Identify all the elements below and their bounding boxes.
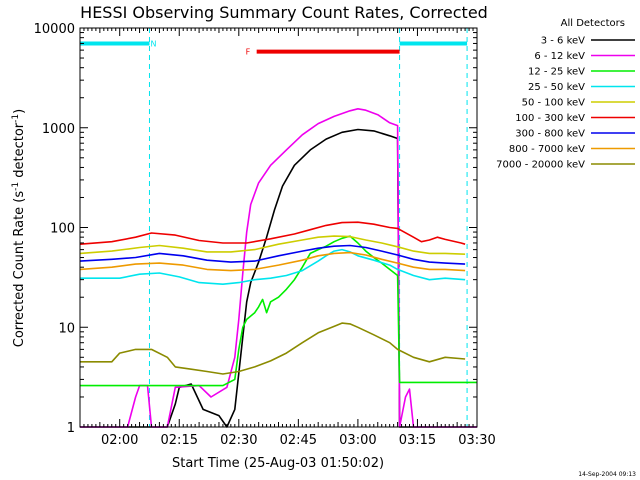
x-tick-label-5: 03:15 [399,433,436,448]
legend-label-8: 7000 - 20000 keV [496,160,585,171]
y-axis-ticks: 1 10 100 1000 10000 [34,22,477,436]
y-tick-label-3: 1000 [42,122,75,137]
legend-label-2: 12 - 25 keV [528,67,585,78]
series-line-6 [79,244,466,265]
legend: 3 - 6 keV 6 - 12 keV 12 - 25 keV 25 - 50 ke… [496,36,635,171]
x-axis-ticks: 02:00 02:15 02:30 02:45 03:00 03:15 03:30 [79,28,496,448]
y-tick-label-4: 10000 [34,22,75,37]
x-tick-label-4: 03:00 [339,433,376,448]
series-line-8 [80,322,466,375]
series-line-5 [79,221,466,245]
series-line-3 [80,248,466,286]
y-axis-label-close: ) [12,109,27,114]
y-axis-label-sup-1: -1 [11,182,21,191]
y-tick-label-1: 10 [58,321,75,336]
flag-label-0: N [150,39,156,48]
legend-label-1: 6 - 12 keV [534,51,585,62]
legend-title: All Detectors [561,18,625,29]
x-tick-label-3: 02:45 [280,433,317,448]
y-axis-label-tail: detector [12,122,27,182]
legend-label-7: 800 - 7000 keV [509,144,585,155]
legend-label-0: 3 - 6 keV [541,36,585,47]
x-tick-label-0: 02:00 [101,433,138,448]
x-tick-label-6: 03:30 [458,433,495,448]
legend-label-5: 100 - 300 keV [515,113,585,124]
night-markers [148,28,468,427]
series-line-7 [79,251,466,272]
series-line-0 [80,128,477,428]
x-tick-label-1: 02:15 [161,433,198,448]
series-line-4 [79,235,466,255]
legend-label-4: 50 - 100 keV [522,98,586,109]
x-tick-label-2: 02:30 [220,433,257,448]
chart-title: HESSI Observing Summary Count Rates, Cor… [80,3,488,22]
flag-label-1: F [246,48,251,57]
generated-timestamp: 14-Sep-2004 09:13 [578,471,636,478]
y-axis-label-sup-2: -1 [11,114,21,123]
y-tick-label-2: 100 [50,222,75,237]
y-tick-label-0: 1 [67,421,75,436]
y-axis-label: Corrected Count Rate (s-1 detector-1) [11,109,27,347]
legend-label-6: 300 - 800 keV [515,129,585,140]
x-axis-label: Start Time (25-Aug-03 01:50:02) [172,456,384,471]
legend-label-3: 25 - 50 keV [528,82,585,93]
flag-bars: NF [80,39,468,57]
y-axis-label-main: Corrected Count Rate (s [12,191,27,348]
